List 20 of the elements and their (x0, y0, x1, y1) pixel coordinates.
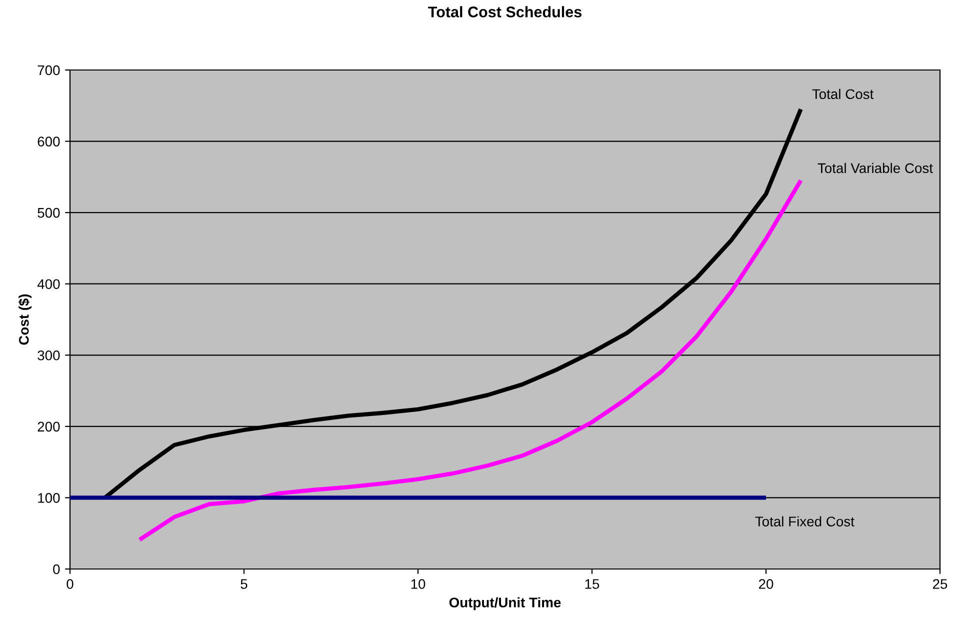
x-tick-label: 20 (758, 579, 774, 589)
y-tick-label: 400 (37, 279, 60, 290)
x-tick-label: 15 (585, 579, 600, 589)
y-tick-label: 700 (38, 65, 60, 76)
series-label: Total Cost (812, 88, 874, 100)
x-tick-label: 5 (240, 579, 248, 589)
y-tick-label: 200 (38, 422, 60, 432)
x-axis-title: Output/Unit Time (449, 597, 561, 610)
chart-title: Total Cost Schedules (428, 6, 582, 18)
series-label: Total Fixed Cost (755, 516, 854, 526)
x-tick-label: 25 (932, 579, 948, 589)
x-tick-label: 10 (411, 579, 426, 589)
y-tick-label: 100 (38, 493, 60, 503)
y-tick-label: 500 (38, 208, 60, 218)
series-label: Total Variable Cost (818, 162, 933, 174)
x-tick-label: 0 (66, 579, 74, 589)
y-tick-label: 300 (38, 350, 60, 360)
y-axis-title: Cost ($) (18, 294, 32, 345)
y-tick-label: 600 (38, 136, 60, 146)
y-tick-label: 0 (53, 564, 60, 574)
